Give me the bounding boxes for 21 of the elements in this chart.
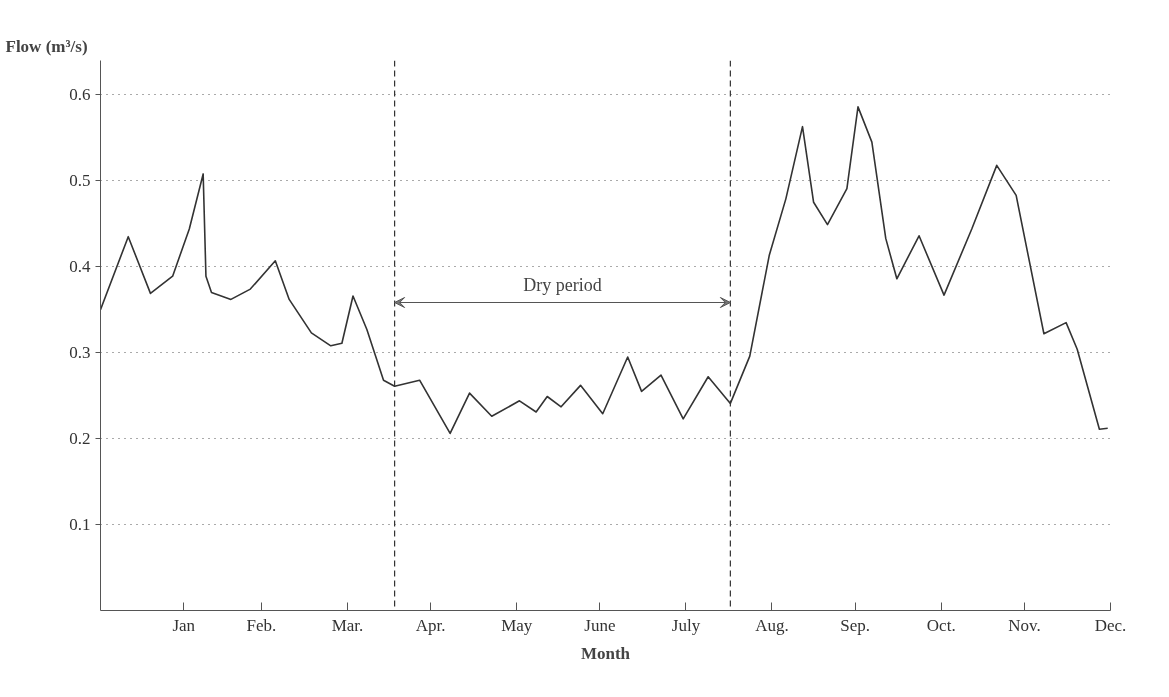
y-axis-title: Flow (m³/s) [5, 36, 88, 56]
x-tick-label: Sep. [840, 615, 871, 635]
y-tick-label: 0.4 [69, 257, 91, 277]
annotation: Dry period [523, 274, 602, 295]
x-tick-label: Mar. [331, 615, 364, 635]
x-tick-label: June [584, 615, 616, 635]
x-tick-label: July [671, 615, 701, 635]
x-tick-label: Feb. [246, 615, 277, 635]
x-tick-label: Aug. [755, 615, 789, 635]
x-axis-title: Month [580, 643, 631, 663]
y-tick-label: 0.3 [69, 343, 91, 363]
x-tick-label: Jan [172, 615, 196, 635]
x-tick-label: May [501, 615, 533, 635]
y-tick-label: 0.5 [69, 171, 91, 191]
x-tick-label: Apr. [415, 615, 446, 635]
x-tick-label: Nov. [1008, 615, 1041, 635]
y-tick-label: 0.1 [69, 515, 91, 535]
x-tick-label: Oct. [926, 615, 956, 635]
y-tick-label: 0.2 [69, 429, 91, 449]
x-tick-label: Dec. [1094, 615, 1127, 635]
y-tick-label: 0.6 [69, 85, 91, 105]
